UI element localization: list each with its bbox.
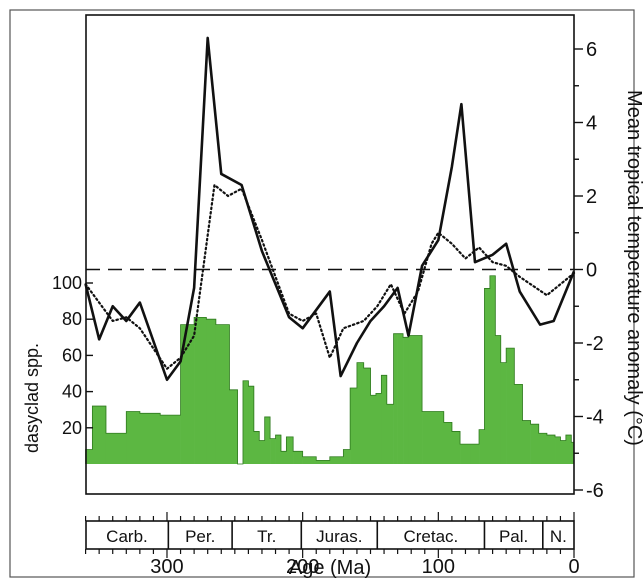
temperature-tick-label: -2 — [586, 333, 604, 355]
diversity-bar — [479, 429, 485, 464]
temperature-tick-label: 0 — [586, 260, 597, 282]
diversity-tick-label: 20 — [62, 418, 82, 438]
diversity-tick-label: 100 — [52, 273, 82, 293]
diversity-bar — [470, 444, 480, 464]
diversity-bar — [386, 404, 394, 464]
diversity-bar — [370, 395, 377, 464]
diversity-bar — [546, 435, 556, 464]
temperature-line-solid — [84, 36, 576, 382]
diversity-bar — [451, 431, 461, 464]
temperature-tick-label: 4 — [586, 113, 597, 135]
diversity-outline — [85, 275, 575, 465]
diversity-bar — [160, 415, 181, 464]
plot-frame — [85, 14, 575, 495]
temperature-line-dotted — [84, 183, 576, 370]
diversity-bar — [280, 451, 287, 464]
diversity-bar — [571, 442, 575, 464]
x-tick-label: 300 — [150, 556, 183, 578]
diversity-bar — [555, 436, 561, 464]
diversity-bar — [506, 348, 515, 464]
diversity-bar — [194, 317, 207, 464]
diversity-bar — [275, 435, 282, 464]
diversity-bar — [495, 335, 502, 464]
period-label: Tr. — [257, 527, 276, 546]
diversity-bar — [229, 389, 238, 464]
diversity-bar — [126, 411, 141, 464]
diversity-bar — [363, 368, 371, 464]
diversity-bar — [538, 433, 548, 464]
period-label: Carb. — [106, 527, 148, 546]
diversity-bar — [248, 386, 255, 464]
diversity-bar — [375, 393, 382, 464]
plot-area — [84, 36, 576, 465]
diversity-bar — [85, 449, 93, 464]
axes: Carb. Per. Tr. Juras. Cretac. Pal. N.300 200 100… — [52, 39, 604, 578]
diversity-bar — [565, 435, 572, 464]
x-axis-label: Age (Ma) — [289, 557, 371, 579]
diversity-bar — [253, 431, 260, 464]
period-label: Cretac. — [403, 527, 458, 546]
diversity-bar — [560, 440, 567, 464]
diversity-bar — [180, 324, 195, 464]
diversity-tick-label: 40 — [62, 382, 82, 402]
diversity-bar — [92, 406, 107, 464]
diversity-bar — [522, 420, 531, 464]
x-tick-label: 200 — [286, 556, 319, 578]
diversity-bar — [432, 411, 445, 464]
temperature-tick-label: -6 — [586, 480, 604, 502]
diversity-bar — [316, 460, 331, 464]
temperature-tick-label: -4 — [586, 407, 604, 429]
diversity-bar — [270, 438, 276, 464]
diversity-bar — [397, 333, 404, 464]
diversity-bar — [206, 319, 217, 464]
diversity-bar — [242, 380, 249, 464]
diversity-bar — [422, 411, 434, 464]
diversity-bar — [489, 275, 496, 464]
diversity-bar — [408, 335, 423, 464]
diversity-bar — [443, 422, 453, 464]
period-label: Pal. — [499, 527, 528, 546]
diversity-bar — [215, 324, 230, 464]
diversity-axis-label: dasyclad spp. — [22, 343, 42, 453]
diversity-bar — [264, 416, 271, 464]
diversity-bar — [393, 333, 398, 464]
outer-frame — [9, 9, 635, 578]
period-label: N. — [550, 527, 567, 546]
diversity-bar — [350, 387, 358, 464]
diversity-bar — [500, 362, 507, 464]
x-tick-label: 100 — [422, 556, 455, 578]
diversity-bar — [356, 362, 365, 464]
diversity-bar — [403, 337, 409, 464]
temperature-tick-label: 6 — [586, 39, 597, 61]
diversity-bar — [302, 456, 317, 464]
temperature-axis-label: Mean tropical temperature anomaly (°C) — [623, 90, 644, 446]
diversity-bar — [484, 288, 491, 464]
diversity-bar — [286, 436, 294, 464]
x-tick-label: 0 — [568, 556, 579, 578]
diversity-bar — [329, 456, 344, 464]
diversity-tick-label: 60 — [62, 345, 82, 365]
diversity-tick-label: 80 — [62, 309, 82, 329]
diversity-bar — [514, 384, 523, 464]
diversity-bar — [105, 433, 127, 464]
diversity-bar — [293, 451, 303, 464]
temperature-tick-label: 2 — [586, 186, 597, 208]
diversity-bar — [530, 424, 540, 464]
diversity-bar — [139, 413, 161, 464]
diversity-bar — [343, 449, 351, 464]
diversity-bar — [381, 375, 388, 464]
period-label: Per. — [185, 527, 215, 546]
diversity-bar — [460, 444, 472, 464]
diversity-bar — [259, 440, 265, 464]
period-label: Juras. — [316, 527, 362, 546]
